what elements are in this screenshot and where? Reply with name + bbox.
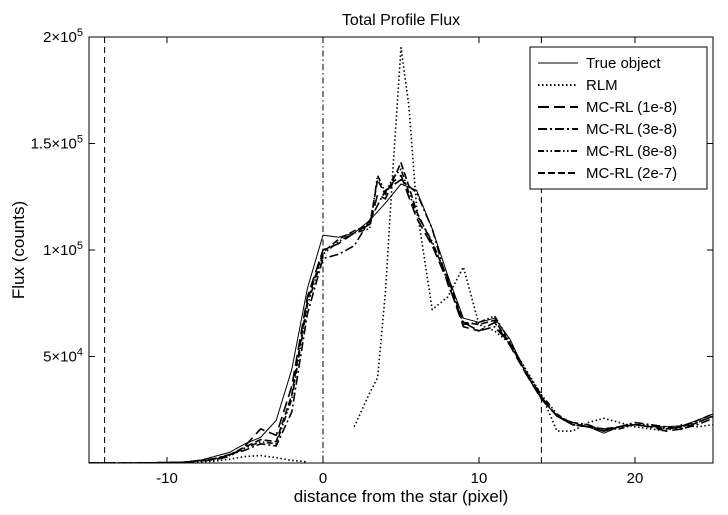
y-tick-label-0: 5×104 <box>43 347 83 366</box>
x-tick-label-2: 10 <box>471 470 488 487</box>
series-line-2 <box>89 174 713 463</box>
plot-area: -10 0 10 20 5×104 1×105 1.5×105 2×105 <box>31 27 714 487</box>
series-line-5 <box>89 161 713 463</box>
legend-label-0: True object <box>586 55 661 72</box>
legend: True object RLM MC-RL (1e-8) MC-RL (3e-8) MC… <box>529 46 708 190</box>
series-group <box>89 46 713 463</box>
x-tick-label-3: 20 <box>627 470 644 487</box>
series-line-4 <box>89 168 713 463</box>
y-axis-label: Flux (counts) <box>9 201 28 299</box>
x-tick-label-1: 0 <box>319 470 327 487</box>
series-line-0 <box>89 183 713 463</box>
legend-label-4: MC-RL (8e-8) <box>586 143 677 160</box>
y-tick-label-1: 1×105 <box>43 240 83 259</box>
legend-label-2: MC-RL (1e-8) <box>586 99 677 116</box>
legend-label-3: MC-RL (3e-8) <box>586 121 677 138</box>
x-axis-label: distance from the star (pixel) <box>294 487 508 506</box>
series-line-3 <box>89 178 713 463</box>
series-line-1 <box>89 454 308 463</box>
y-tick-label-3: 2×105 <box>43 27 83 46</box>
y-tick-label-2: 1.5×105 <box>31 134 83 153</box>
legend-label-5: MC-RL (2e-7) <box>586 165 677 182</box>
legend-label-1: RLM <box>586 77 618 94</box>
chart-title: Total Profile Flux <box>342 12 460 29</box>
legend-box <box>529 46 708 190</box>
x-tick-label-0: -10 <box>156 470 178 487</box>
